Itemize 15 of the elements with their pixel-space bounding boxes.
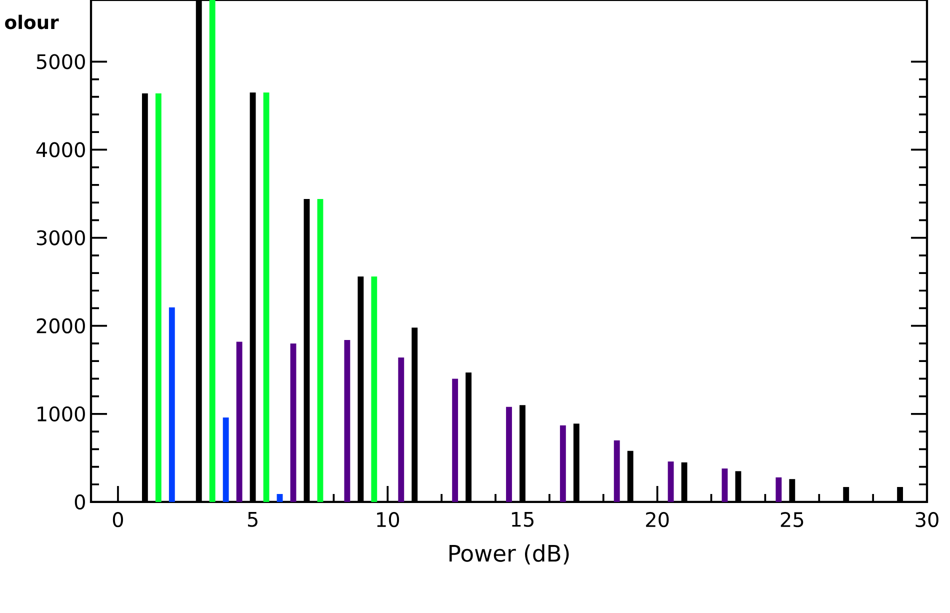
y-tick-label: 5000 <box>36 54 85 70</box>
y-tick-label: 2000 <box>36 318 85 334</box>
x-tick-label: 25 <box>780 512 804 528</box>
y-tick-label: 3000 <box>36 230 85 246</box>
x-tick-label: 20 <box>646 512 669 528</box>
x-tick-label: 10 <box>377 512 400 528</box>
x-tick-label: 15 <box>512 512 534 527</box>
y-tick-label: 1000 <box>38 406 85 422</box>
x-tick-label: 30 <box>916 512 938 528</box>
x-tick-label: 0 <box>112 512 124 528</box>
text: olour <box>5 14 59 30</box>
x-axis-title: Power (dB) <box>450 544 569 565</box>
y-tick-label: 4000 <box>36 142 85 158</box>
x-tick-label: 5 <box>248 512 258 527</box>
y-tick-label: 0 <box>74 494 85 510</box>
